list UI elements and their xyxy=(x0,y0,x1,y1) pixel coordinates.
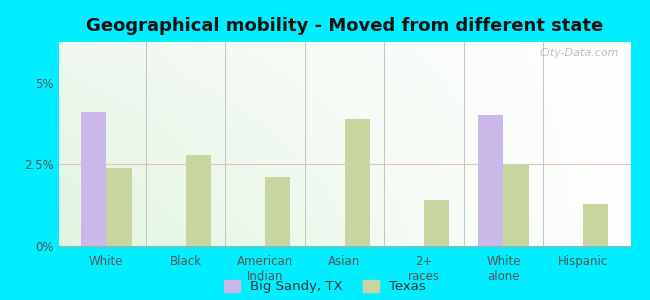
Title: Geographical mobility - Moved from different state: Geographical mobility - Moved from diffe… xyxy=(86,17,603,35)
Text: City-Data.com: City-Data.com xyxy=(540,48,619,58)
Bar xyxy=(344,119,370,246)
Bar xyxy=(186,154,211,246)
Bar xyxy=(265,178,291,246)
Bar xyxy=(424,200,449,246)
Bar xyxy=(81,112,106,246)
Legend: Big Sandy, TX, Texas: Big Sandy, TX, Texas xyxy=(224,280,426,293)
Bar xyxy=(503,164,529,246)
Bar xyxy=(106,168,131,246)
Bar xyxy=(478,116,503,246)
Bar xyxy=(583,204,608,246)
